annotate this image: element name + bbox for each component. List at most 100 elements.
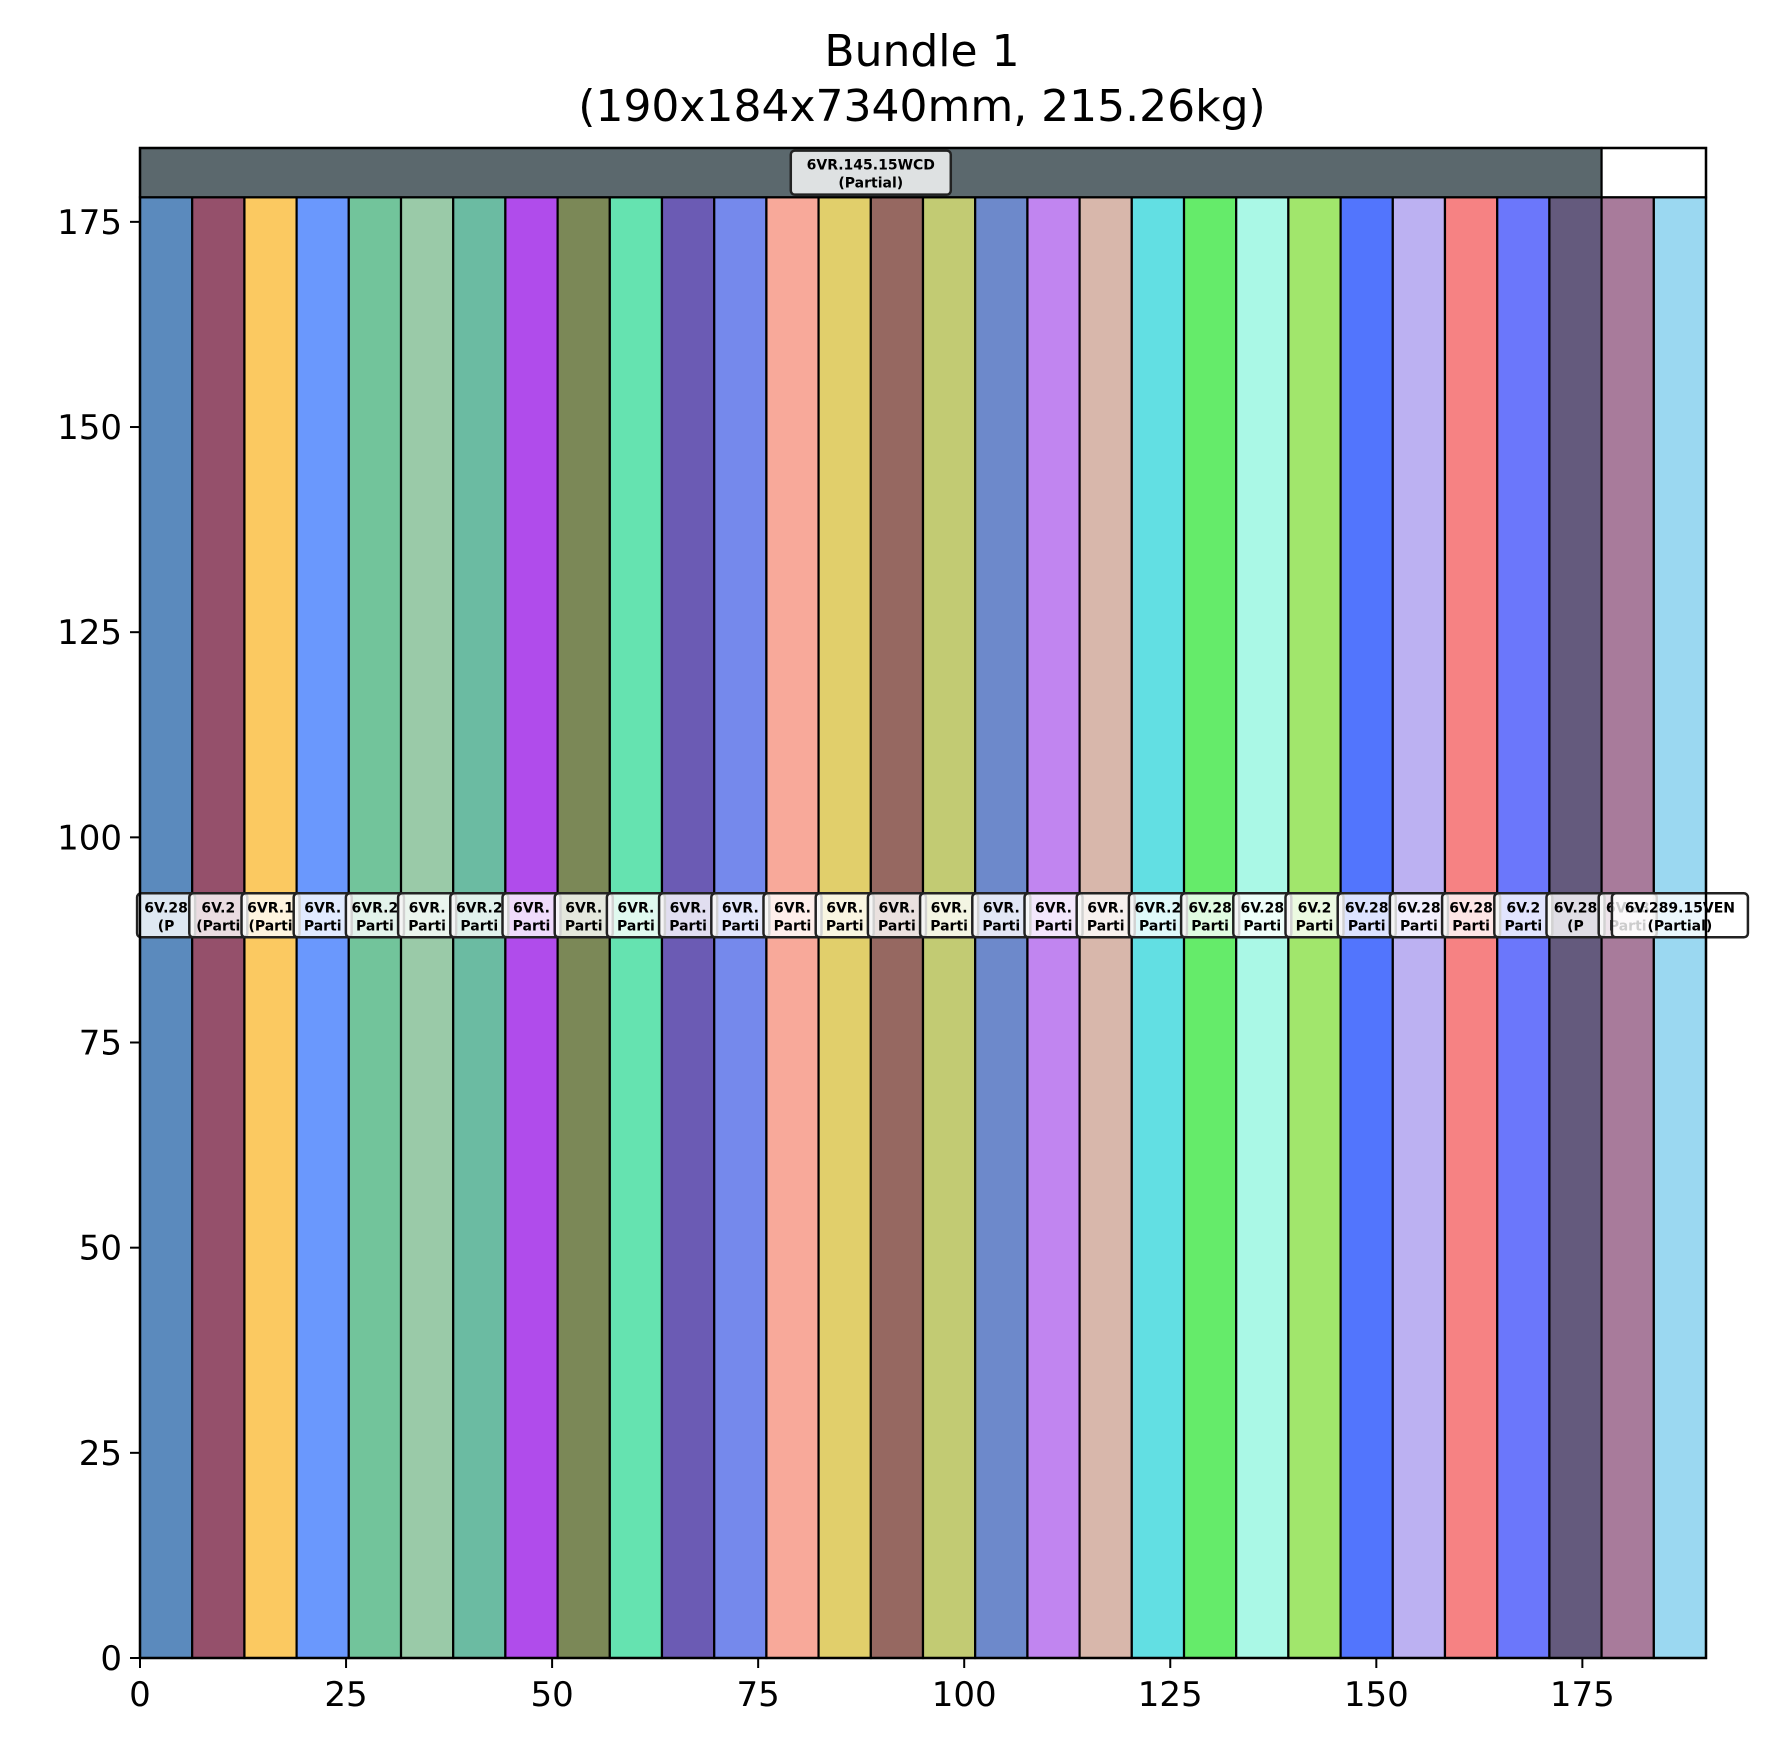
- bar-label-name: 6V.28: [144, 900, 188, 916]
- bar-label-name: 6VR.: [565, 900, 602, 916]
- bar-label-21: 6V.28 Parti: [1179, 892, 1241, 939]
- bar-label-name: 6V.28: [1188, 900, 1232, 916]
- bar-label-9: 6VR. Parti: [553, 892, 614, 939]
- bar-label-name: 6VR.2: [352, 900, 399, 916]
- bar-label-19: 6VR. Parti: [1075, 892, 1136, 939]
- bar-label-name: 6VR.: [931, 900, 968, 916]
- y-tick-label: 150: [57, 408, 122, 448]
- bar-label-name: 6VR.1: [247, 900, 294, 916]
- bar-label-24: 6V.28 Parti: [1336, 892, 1397, 939]
- bar-label-name: 6V.28: [1345, 900, 1389, 916]
- x-tick-label: 125: [1138, 1675, 1203, 1715]
- bar-label-status: Parti: [1400, 918, 1438, 934]
- bar-label-name: 6V.28: [1240, 900, 1284, 916]
- bar-label-27: 6V.2 Parti: [1493, 892, 1554, 939]
- bar-label-17: 6VR. Parti: [971, 892, 1032, 939]
- bar-label-status: Parti: [878, 918, 916, 934]
- bar-label-status: Parti: [1139, 918, 1177, 934]
- bar-label-name: 6V.2: [201, 900, 235, 916]
- bar-label-status: Parti: [617, 918, 655, 934]
- bar-label-25: 6V.28 Parti: [1388, 892, 1450, 939]
- bar-label-4: 6VR. Parti: [292, 892, 353, 939]
- bar-label-status: Parti: [1087, 918, 1125, 934]
- bar-label-status: Parti: [460, 918, 498, 934]
- x-tick-label: 100: [932, 1675, 997, 1715]
- bar-label-5: 6VR.2 Parti: [344, 892, 406, 939]
- bar-label-name: 6V.28: [1449, 900, 1493, 916]
- bar-label-name: 6VR.: [409, 900, 446, 916]
- bar-label-status: Parti: [669, 918, 707, 934]
- bar-label-name: 6V.2: [1506, 900, 1540, 916]
- bar-label-status: Parti: [1191, 918, 1229, 934]
- bar-label-name: 6VR.: [513, 900, 550, 916]
- bar-label-status: (Partial): [1648, 918, 1713, 934]
- bar-label-name: 6VR.: [1035, 900, 1072, 916]
- bar-label-status: Parti: [774, 918, 812, 934]
- bar-label-name: 6VR.: [1087, 900, 1124, 916]
- axes-layer: 0 25 50 75 100 125 150 175 0 25 50 75 100 125 150 175: [57, 203, 1615, 1715]
- bar-label-status: (Parti: [196, 918, 240, 934]
- bar-label-status: (P: [158, 918, 175, 934]
- x-tick-label: 0: [129, 1675, 151, 1715]
- bar-label-status: (Parti: [248, 918, 292, 934]
- bar-label-status: Parti: [1452, 918, 1490, 934]
- y-tick-label: 0: [100, 1639, 122, 1679]
- bar-label-status: Parti: [356, 918, 394, 934]
- y-tick-label: 175: [57, 203, 122, 243]
- bar-label-status: Parti: [721, 918, 759, 934]
- bar-label-status: Parti: [304, 918, 342, 934]
- bar-label-status: Parti: [1504, 918, 1542, 934]
- bar-label-3: 6VR.1 (Parti: [240, 892, 301, 939]
- bar-label-11: 6VR. Parti: [657, 892, 719, 939]
- bar-label-name: 6VR.: [670, 900, 707, 916]
- x-tick-label: 150: [1344, 1675, 1409, 1715]
- bar-label-name: 6VR.: [878, 900, 915, 916]
- bar-label-status: Parti: [408, 918, 446, 934]
- bar-label-22: 6V.28 Parti: [1232, 892, 1293, 939]
- bar-label-2: 6V.2 (Parti: [188, 892, 249, 939]
- y-tick-label: 75: [79, 1024, 122, 1064]
- bar-label-30: 6V.289.15VEN (Partial): [1610, 892, 1750, 939]
- empty-top-slot: [1600, 146, 1708, 199]
- bar-label-status: Parti: [1296, 918, 1334, 934]
- bar-label-20: 6VR.2 Parti: [1127, 892, 1189, 939]
- bar-label-status: Parti: [1243, 918, 1281, 934]
- bar-label-box: [1610, 892, 1750, 939]
- bar-label-status: Parti: [930, 918, 968, 934]
- y-tick-label: 125: [57, 613, 122, 653]
- chart-title: Bundle 1 (190x184x7340mm, 215.26kg): [578, 26, 1265, 132]
- bar-label-status: Parti: [1035, 918, 1073, 934]
- y-tick-label: 50: [79, 1229, 122, 1269]
- bar-label-28: 6V.28 (P: [1545, 892, 1606, 939]
- bar-label-name: 6VR.: [617, 900, 654, 916]
- y-tick-label: 100: [57, 818, 122, 858]
- bar-label-1: 6V.28 (P: [135, 892, 197, 939]
- x-tick-label: 175: [1550, 1675, 1615, 1715]
- bar-label-name: 6VR.2: [456, 900, 503, 916]
- bar-label-16: 6VR. Parti: [918, 892, 980, 939]
- plot-frame: [138, 146, 1708, 1660]
- x-tick-label: 25: [324, 1675, 367, 1715]
- bar-label-name: 6VR.: [304, 900, 341, 916]
- bar-label-13: 6VR. Parti: [762, 892, 823, 939]
- chart-title-line2: (190x184x7340mm, 215.26kg): [578, 81, 1265, 132]
- bar-label-box: [789, 149, 953, 196]
- bar-label-name: 6VR.: [826, 900, 863, 916]
- bar-label-name: 6VR.: [722, 900, 759, 916]
- bar-label-status: Parti: [513, 918, 551, 934]
- bar-label-name: 6V.28: [1397, 900, 1441, 916]
- labels-layer: 6V.28(P6V.2(Parti6VR.1(Parti6VR.Parti6VR…: [135, 149, 1750, 939]
- bar-label-status: Parti: [826, 918, 864, 934]
- bar-label-status: Parti: [982, 918, 1020, 934]
- chart-title-line1: Bundle 1: [824, 26, 1019, 77]
- x-tick-label: 75: [737, 1675, 780, 1715]
- bar-label-name: 6V.2: [1298, 900, 1332, 916]
- bar-label-7: 6VR.2 Parti: [449, 892, 510, 939]
- bar-label-18: 6VR. Parti: [1023, 892, 1084, 939]
- bar-label-12: 6VR. Parti: [710, 892, 771, 939]
- bar-label-name: 6VR.2: [1135, 900, 1182, 916]
- bar-label-name: 6VR.145.15WCD: [807, 158, 935, 174]
- bar-label-10: 6VR. Parti: [605, 892, 667, 939]
- bar-label-name: 6VR.: [983, 900, 1020, 916]
